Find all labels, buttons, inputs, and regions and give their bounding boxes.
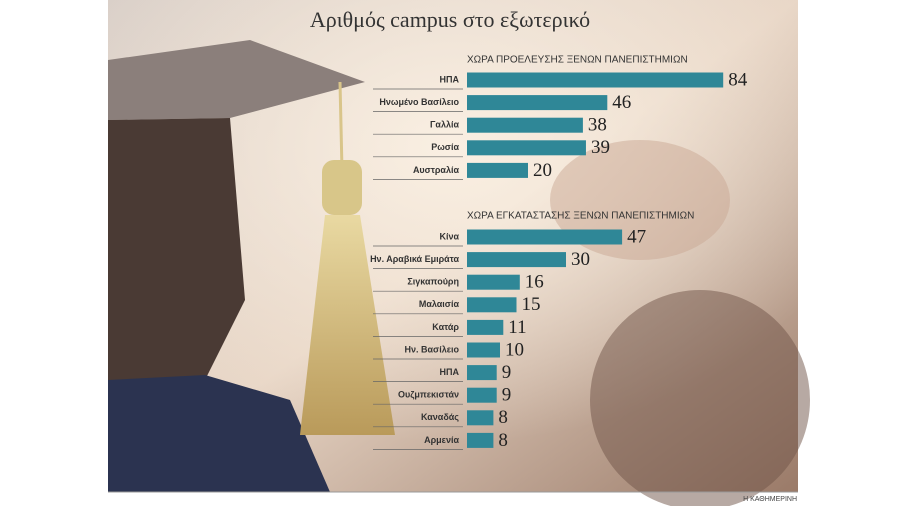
chart-subtitle: ΧΩΡΑ ΠΡΟΕΛΕΥΣΗΣ ΞΕΝΩΝ ΠΑΝΕΠΙΣΤΗΜΙΩΝ (467, 55, 688, 66)
category-label: Κίνα (439, 231, 459, 241)
value-label: 20 (533, 160, 552, 181)
bar (467, 229, 623, 245)
bar (467, 365, 497, 381)
value-label: 30 (571, 249, 590, 270)
value-label: 11 (508, 317, 526, 338)
category-label: ΗΠΑ (440, 367, 460, 377)
value-label: 15 (522, 294, 541, 315)
bar (467, 297, 517, 313)
category-label: Ηνωμένο Βασίλειο (379, 97, 459, 107)
value-label: 47 (627, 226, 646, 247)
bar (467, 140, 586, 156)
category-label: Ην. Αραβικά Εμιράτα (370, 254, 459, 264)
value-label: 9 (502, 362, 512, 383)
category-label: Μαλαισία (419, 299, 460, 309)
category-label: Κατάρ (432, 322, 459, 332)
source: Η ΚΑΘΗΜΕΡΙΝΗ (743, 496, 797, 503)
bar (467, 410, 494, 426)
category-label: Γαλλία (430, 120, 459, 130)
bar (467, 117, 583, 133)
category-label: Καναδάς (421, 412, 459, 422)
category-label: Ρωσία (431, 142, 459, 152)
bar (467, 252, 566, 268)
value-label: 8 (498, 407, 508, 428)
bar (467, 274, 520, 290)
bar (467, 319, 504, 335)
value-label: 9 (502, 385, 512, 406)
category-label: Σιγκαπούρη (407, 277, 459, 287)
value-label: 38 (588, 115, 607, 136)
title: Αριθμός campus στο εξωτερικό (310, 7, 590, 32)
value-label: 46 (612, 92, 631, 113)
bar (467, 342, 500, 358)
category-label: Αυστραλία (413, 165, 460, 175)
bar (467, 162, 528, 178)
value-label: 39 (591, 137, 610, 158)
value-label: 10 (505, 339, 524, 360)
category-label: ΗΠΑ (440, 74, 460, 84)
value-label: 16 (525, 272, 544, 293)
value-label: 8 (498, 430, 508, 451)
category-label: Ουζμπεκιστάν (398, 390, 459, 400)
bar (467, 72, 724, 88)
value-label: 84 (728, 69, 748, 90)
category-label: Αρμενία (424, 435, 459, 445)
bar (467, 387, 497, 403)
category-label: Ην. Βασίλειο (405, 344, 460, 354)
chart-subtitle: ΧΩΡΑ ΕΓΚΑΤΑΣΤΑΣΗΣ ΞΕΝΩΝ ΠΑΝΕΠΙΣΤΗΜΙΩΝ (467, 211, 694, 222)
bar (467, 432, 494, 448)
bar (467, 95, 608, 111)
